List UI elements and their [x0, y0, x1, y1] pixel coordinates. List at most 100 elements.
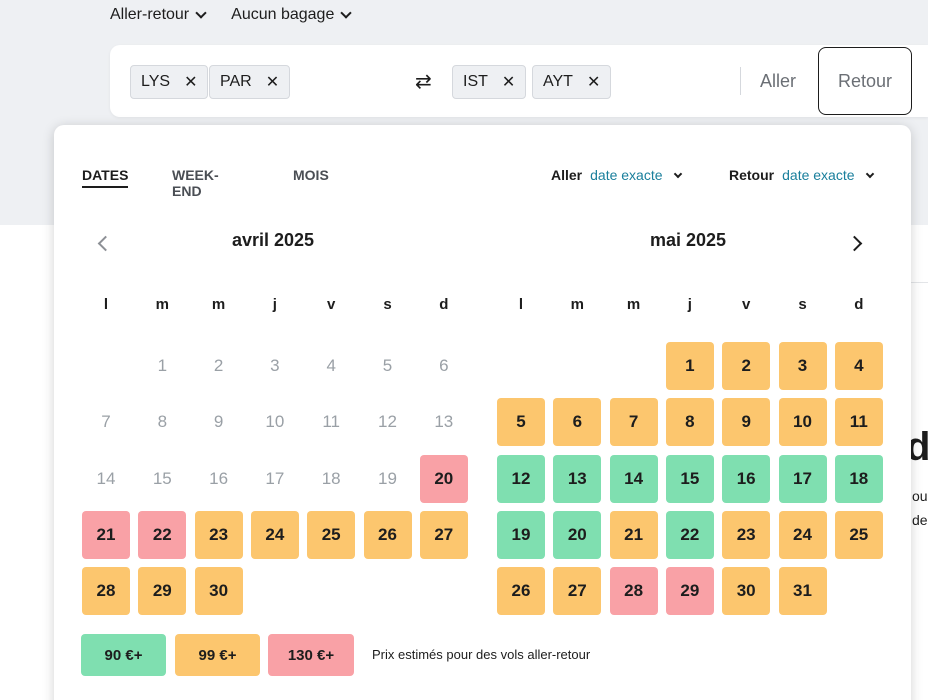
- return-flex-value: date exacte: [782, 167, 855, 183]
- calendar-day[interactable]: 30: [722, 567, 771, 616]
- calendar-day: 16: [209, 468, 229, 488]
- calendar-day[interactable]: 15: [665, 454, 714, 503]
- tab-dates[interactable]: DATES: [82, 167, 129, 188]
- calendar-day[interactable]: 21: [82, 510, 130, 559]
- calendar-day[interactable]: 12: [497, 454, 545, 503]
- calendar-day[interactable]: 24: [250, 510, 299, 559]
- calendar-day[interactable]: 16: [722, 454, 771, 503]
- trip-type-label: Aller-retour: [110, 6, 190, 23]
- remove-icon[interactable]: ✕: [586, 74, 601, 91]
- calendar-day[interactable]: 21: [609, 510, 658, 559]
- calendar-day[interactable]: 22: [138, 510, 187, 559]
- background-divider: [910, 282, 928, 283]
- calendar-day[interactable]: 13: [553, 454, 602, 503]
- calendar-day[interactable]: 25: [834, 510, 883, 559]
- calendar-day[interactable]: 24: [778, 510, 827, 559]
- calendar-day: 12: [378, 412, 397, 432]
- calendar-day[interactable]: 2: [722, 342, 771, 390]
- calendar-day[interactable]: 27: [419, 510, 468, 559]
- background-heading-fragment: d: [906, 425, 928, 469]
- chevron-down-icon: [340, 7, 353, 19]
- calendar-day: 5: [382, 356, 393, 375]
- calendar-day[interactable]: 17: [778, 454, 827, 503]
- calendar-day: 4: [326, 356, 336, 375]
- baggage-dropdown[interactable]: Aucun bagage: [231, 6, 353, 24]
- calendar-day[interactable]: 23: [722, 510, 771, 559]
- origin-chip-par[interactable]: PAR ✕: [209, 65, 291, 99]
- calendar-day[interactable]: 30: [194, 567, 243, 616]
- previous-month-button[interactable]: [97, 229, 114, 255]
- calendar-day[interactable]: 26: [497, 567, 545, 616]
- calendar-day: 2: [213, 356, 224, 375]
- calendar-day[interactable]: 7: [609, 398, 658, 447]
- background-text-fragment: de: [912, 512, 928, 528]
- calendar-day[interactable]: 3: [778, 342, 827, 390]
- calendar-day: 8: [157, 412, 168, 432]
- destination-chip-label: IST: [463, 73, 488, 90]
- remove-icon[interactable]: ✕: [265, 74, 280, 91]
- swap-icon[interactable]: ⇄: [415, 71, 432, 93]
- background-text-fragment: ous: [912, 488, 928, 504]
- month-title-april: avril 2025: [232, 230, 315, 250]
- remove-icon[interactable]: ✕: [184, 74, 198, 91]
- calendar-day[interactable]: 6: [553, 398, 602, 447]
- legend-note: Prix estimés pour des vols aller-retour: [372, 647, 591, 662]
- next-month-button[interactable]: [846, 229, 863, 255]
- calendar-day: 11: [322, 412, 341, 432]
- origin-chip-label: PAR: [220, 73, 252, 90]
- tab-week-end[interactable]: WEEK-END: [172, 167, 219, 199]
- calendar-day[interactable]: 22: [665, 510, 714, 559]
- weekday-label: d: [854, 296, 864, 313]
- search-bar: LYS ✕ PAR ✕ ⇄ IST ✕ AYT ✕ Aller Retour: [110, 45, 928, 117]
- calendar-day: 19: [378, 468, 397, 488]
- calendar-day[interactable]: 20: [553, 510, 602, 559]
- trip-type-dropdown[interactable]: Aller-retour: [110, 6, 207, 24]
- calendar-day[interactable]: 5: [497, 398, 545, 447]
- calendar-day[interactable]: 28: [82, 567, 130, 616]
- calendar-day[interactable]: 25: [307, 510, 356, 559]
- divider: [740, 67, 741, 95]
- calendar-day[interactable]: 14: [609, 454, 658, 503]
- destination-chip-ayt[interactable]: AYT ✕: [532, 65, 612, 99]
- calendar-day[interactable]: 11: [834, 398, 883, 447]
- calendar-day[interactable]: 9: [722, 398, 771, 447]
- calendar-day[interactable]: 29: [665, 567, 714, 616]
- return-date-field[interactable]: Retour: [818, 47, 912, 115]
- calendar-day: 10: [265, 412, 285, 432]
- weekday-label: m: [626, 296, 641, 313]
- calendar-day[interactable]: 18: [834, 454, 883, 503]
- return-flex-dropdown[interactable]: Retour date exacte: [729, 167, 874, 183]
- origin-chip-lys[interactable]: LYS ✕: [130, 65, 209, 99]
- calendar-day: 1: [157, 356, 168, 375]
- calendar-day: 9: [213, 412, 224, 432]
- calendar-day[interactable]: 27: [553, 567, 602, 616]
- chevron-down-icon: [673, 169, 682, 178]
- calendar-day[interactable]: 19: [497, 510, 545, 559]
- calendar-day[interactable]: 10: [778, 398, 827, 447]
- weekday-label: s: [383, 296, 392, 313]
- tab-mois[interactable]: MOIS: [293, 167, 329, 183]
- calendar-day[interactable]: 4: [834, 342, 883, 390]
- weekday-label: l: [103, 296, 109, 313]
- calendar-day[interactable]: 31: [778, 567, 827, 616]
- destination-chip-label: AYT: [543, 73, 573, 90]
- depart-flex-dropdown[interactable]: Aller date exacte: [551, 167, 682, 183]
- weekday-label: v: [742, 296, 751, 313]
- baggage-label: Aucun bagage: [231, 6, 335, 23]
- depart-flex-label: Aller: [551, 167, 583, 183]
- calendar-day[interactable]: 1: [665, 342, 714, 390]
- remove-icon[interactable]: ✕: [501, 74, 516, 91]
- destination-chip-ist[interactable]: IST ✕: [452, 65, 527, 99]
- calendar-day[interactable]: 20: [419, 454, 468, 503]
- calendar-day: 13: [434, 412, 454, 432]
- weekday-label: m: [211, 296, 226, 313]
- calendar-day: 6: [439, 356, 449, 375]
- return-flex-label: Retour: [729, 167, 775, 183]
- calendar-day[interactable]: 26: [363, 510, 412, 559]
- calendar-day[interactable]: 28: [609, 567, 658, 616]
- depart-date-field[interactable]: Aller: [760, 71, 797, 91]
- calendar-day[interactable]: 23: [194, 510, 243, 559]
- calendar-day: 14: [96, 468, 116, 488]
- calendar-day[interactable]: 8: [665, 398, 714, 447]
- calendar-day[interactable]: 29: [138, 567, 187, 616]
